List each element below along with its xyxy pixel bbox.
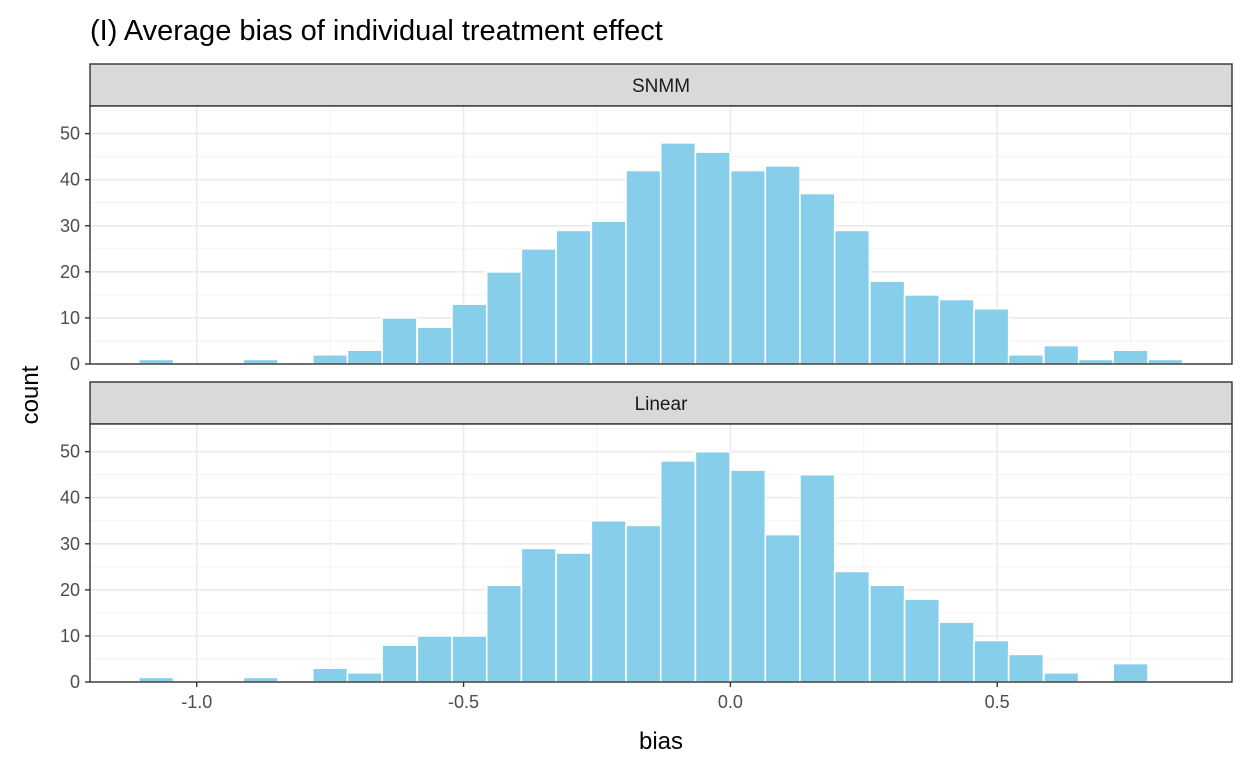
histogram-bar — [485, 584, 523, 683]
histogram-bar — [625, 169, 662, 365]
histogram-bar — [520, 248, 557, 365]
y-tick-label: 40 — [60, 488, 80, 508]
histogram-bar — [729, 169, 767, 365]
histogram-bar — [346, 349, 384, 365]
histogram-bar — [1112, 349, 1149, 365]
histogram-bar — [729, 469, 767, 683]
x-tick-label: -0.5 — [448, 692, 479, 712]
y-tick-label: 30 — [60, 216, 80, 236]
histogram-bar — [1043, 671, 1080, 683]
histogram-bar — [555, 229, 592, 365]
facet-panel-linear: Linear 0 10 20 30 40 50 — [60, 381, 1233, 692]
histogram-bar — [973, 307, 1010, 365]
histogram-bar — [381, 317, 418, 365]
chart-title: (I) Average bias of individual treatment… — [90, 15, 663, 47]
y-axis: 0 10 20 30 40 50 — [60, 442, 90, 692]
y-tick-label: 20 — [60, 262, 80, 282]
x-tick-label: -1.0 — [181, 692, 212, 712]
histogram-bar — [694, 450, 731, 683]
x-tick-label: 0.5 — [985, 692, 1010, 712]
histogram-bar — [416, 326, 453, 365]
facet-strip — [89, 63, 1233, 107]
histogram-bar — [590, 220, 627, 365]
histogram-bar — [625, 524, 662, 683]
histogram-bar — [659, 142, 697, 365]
y-tick-label: 40 — [60, 170, 80, 190]
x-tick-label: 0.0 — [718, 692, 743, 712]
histogram-bar — [1043, 344, 1080, 365]
histogram-bar — [1112, 662, 1149, 683]
histogram-bar — [869, 280, 906, 365]
histogram-bar — [764, 533, 801, 683]
panel-border — [89, 423, 1233, 683]
y-tick-label: 10 — [60, 308, 80, 328]
histogram-bar — [903, 294, 941, 365]
x-axis-title: bias — [639, 728, 683, 755]
y-tick-label: 50 — [60, 442, 80, 462]
histogram-bar — [311, 353, 349, 365]
histogram-bar — [1007, 353, 1045, 365]
histogram-bar — [311, 667, 349, 683]
y-tick-label: 10 — [60, 626, 80, 646]
histogram-bar — [833, 229, 871, 365]
y-tick-label: 30 — [60, 534, 80, 554]
histogram-bar — [520, 547, 557, 683]
histogram-bar — [590, 519, 627, 683]
panel-border — [89, 105, 1233, 365]
y-tick-label: 0 — [70, 672, 80, 692]
facet-strip — [89, 381, 1233, 425]
facet-panels: SNMM 0 10 20 30 40 50 Linear 0 10 20 30 40 50 — [60, 63, 1233, 692]
histogram-bar — [799, 473, 836, 683]
histogram-bar — [869, 584, 906, 683]
histogram-bar — [485, 271, 523, 365]
histogram-bar — [973, 639, 1010, 683]
histogram-bar — [764, 165, 801, 365]
histogram-bar — [451, 303, 488, 365]
histogram-bar — [903, 598, 941, 683]
histogram-bar — [694, 151, 731, 365]
histogram-bar — [659, 460, 697, 683]
y-tick-label: 0 — [70, 354, 80, 374]
y-axis: 0 10 20 30 40 50 — [60, 124, 90, 374]
histogram-bar — [1007, 653, 1045, 683]
histogram-bar — [555, 552, 592, 683]
histogram-bar — [938, 621, 975, 683]
histogram-bar — [451, 635, 488, 683]
y-tick-label: 50 — [60, 124, 80, 144]
histogram-bar — [799, 192, 836, 365]
histogram-bars — [137, 142, 1184, 365]
histogram-bars — [137, 450, 1149, 683]
histogram-bar — [416, 635, 453, 683]
x-axis: -1.0 -0.5 0.0 0.5 — [181, 682, 1010, 712]
facet-strip-label: SNMM — [632, 76, 690, 97]
y-axis-title: count — [17, 365, 44, 424]
facet-strip-label: Linear — [635, 394, 688, 415]
histogram-bar — [833, 570, 871, 683]
y-tick-label: 20 — [60, 580, 80, 600]
facet-panel-snmm: SNMM 0 10 20 30 40 50 — [60, 63, 1233, 374]
histogram-bar — [381, 644, 418, 683]
histogram-bar — [938, 298, 975, 365]
histogram-bar — [346, 671, 384, 683]
